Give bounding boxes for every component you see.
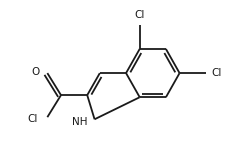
Text: Cl: Cl — [211, 68, 222, 78]
Text: Cl: Cl — [28, 114, 38, 124]
Text: NH: NH — [72, 117, 88, 127]
Text: O: O — [32, 67, 40, 77]
Text: Cl: Cl — [134, 10, 145, 20]
